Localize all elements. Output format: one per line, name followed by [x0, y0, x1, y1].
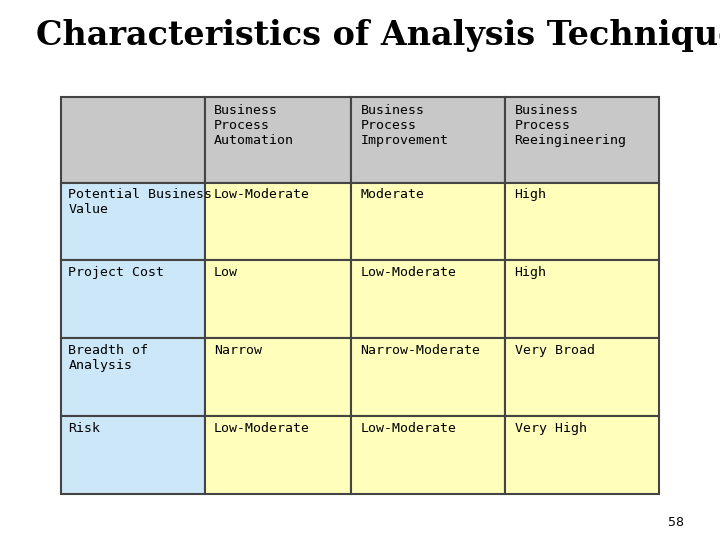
Text: Narrow-Moderate: Narrow-Moderate [361, 344, 480, 357]
Text: High: High [515, 266, 546, 279]
Text: 58: 58 [668, 516, 684, 529]
Text: Low-Moderate: Low-Moderate [361, 422, 456, 435]
Text: Very High: Very High [515, 422, 587, 435]
Text: Characteristics of Analysis Techniques: Characteristics of Analysis Techniques [36, 19, 720, 52]
Text: Narrow: Narrow [214, 344, 262, 357]
Text: High: High [515, 188, 546, 201]
Text: Very Broad: Very Broad [515, 344, 595, 357]
Text: Business
Process
Improvement: Business Process Improvement [361, 104, 449, 147]
Text: Potential Business
Value: Potential Business Value [68, 188, 212, 216]
Text: Business
Process
Automation: Business Process Automation [214, 104, 294, 147]
Text: Project Cost: Project Cost [68, 266, 164, 279]
Text: Low: Low [214, 266, 238, 279]
Text: Low-Moderate: Low-Moderate [214, 188, 310, 201]
Text: Business
Process
Reeingineering: Business Process Reeingineering [515, 104, 626, 147]
Text: Moderate: Moderate [361, 188, 424, 201]
Text: Low-Moderate: Low-Moderate [361, 266, 456, 279]
Text: Breadth of
Analysis: Breadth of Analysis [68, 344, 148, 372]
Text: Risk: Risk [68, 422, 100, 435]
Text: Low-Moderate: Low-Moderate [214, 422, 310, 435]
